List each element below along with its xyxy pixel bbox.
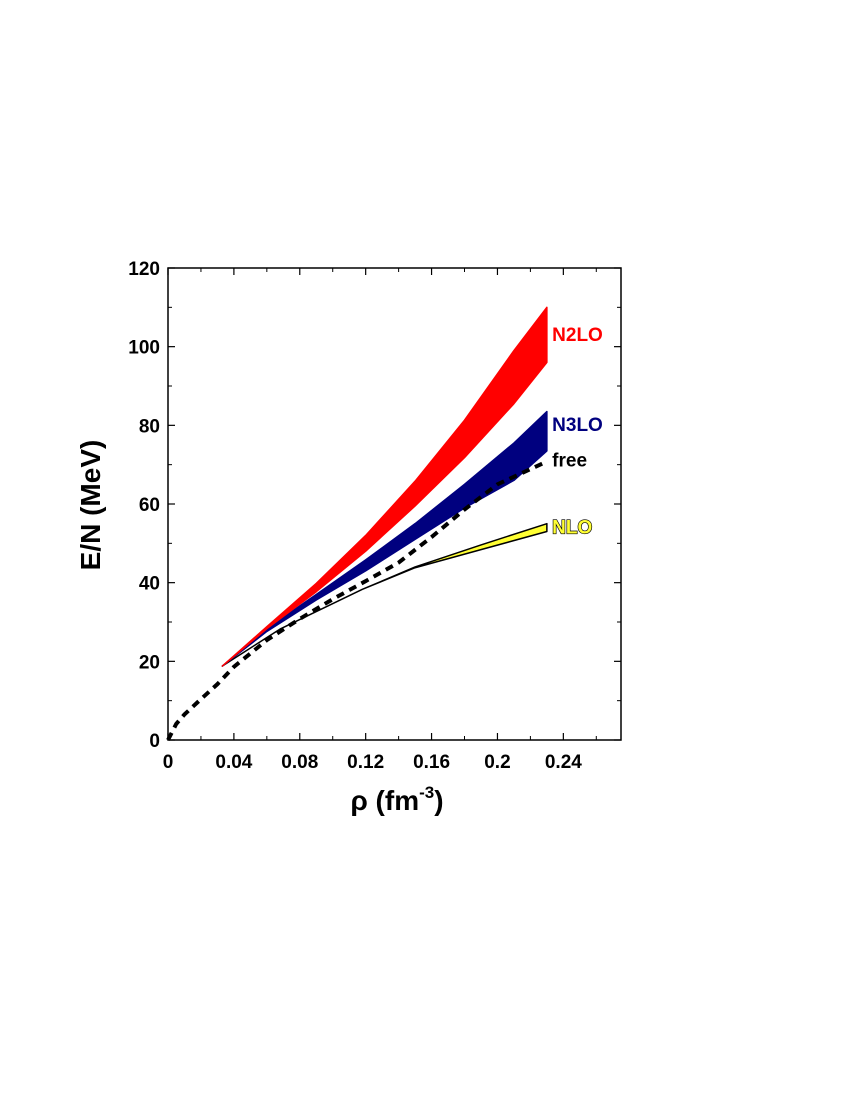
band-nlo	[221, 522, 548, 667]
ticks-layer	[167, 267, 621, 741]
y-tick-label: 120	[128, 259, 160, 280]
x-tick-label: 0	[163, 752, 174, 773]
y-tick-label: 0	[149, 731, 160, 752]
label-n3lo: N3LO	[552, 415, 603, 436]
x-axis-title-sup: -3	[419, 783, 434, 802]
x-tick-label: 0.24	[545, 752, 582, 773]
bands-layer	[221, 306, 548, 667]
x-axis-title-main: ρ (fm	[350, 785, 419, 816]
y-tick-label: 100	[128, 338, 160, 359]
y-tick-label: 80	[139, 416, 160, 437]
x-axis-title: ρ (fm-3)	[350, 783, 443, 816]
y-axis-title: E/N (MeV)	[75, 440, 106, 571]
x-axis-title-close: )	[434, 785, 443, 816]
band-labels-layer: N2LO N3LO free NLO	[552, 325, 603, 539]
label-n2lo: N2LO	[552, 325, 603, 346]
x-tick-label: 0.2	[484, 752, 510, 773]
y-tick-label: 40	[139, 574, 160, 595]
x-tick-label: 0.12	[347, 752, 384, 773]
x-tick-label: 0.04	[215, 752, 252, 773]
label-free: free	[552, 451, 587, 472]
line-free	[166, 459, 548, 741]
lines-layer	[166, 459, 548, 741]
band-n3lo	[221, 410, 548, 667]
band-n2lo	[221, 306, 548, 667]
x-tick-label: 0.08	[281, 752, 318, 773]
y-tick-label: 60	[139, 495, 160, 516]
x-tick-label: 0.16	[413, 752, 450, 773]
tick-labels-layer: 0 0.04 0.08 0.12 0.16 0.2 0.24 0 20 40 60 80 100 120	[128, 259, 582, 773]
y-tick-label: 20	[139, 652, 160, 673]
label-nlo: NLO	[552, 518, 592, 539]
